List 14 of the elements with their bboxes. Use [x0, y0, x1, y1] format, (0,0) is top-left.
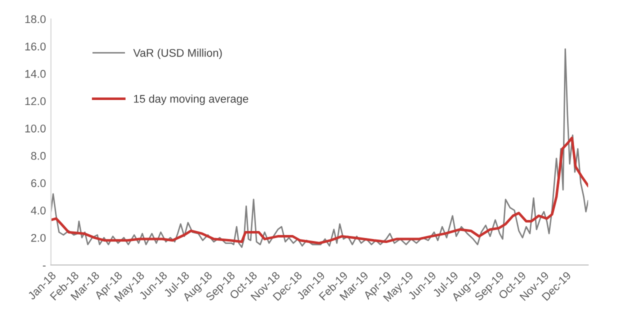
- legend-label: VaR (USD Million): [133, 48, 222, 60]
- y-tick-label: 10.0: [25, 124, 46, 132]
- y-tick-label: 18.0: [25, 15, 46, 24]
- y-tick-label: 8.0: [31, 152, 46, 160]
- legend-label: 15 day moving average: [134, 94, 248, 105]
- y-tick-label: 4.0: [30, 206, 46, 214]
- y-tick-label: 14.0: [25, 70, 46, 78]
- y-tick-label: 12.0: [25, 97, 46, 106]
- line-series: [50, 136, 588, 244]
- y-tick-label: 16.0: [25, 42, 46, 50]
- y-tick-label: 2.0: [31, 234, 46, 242]
- line-series: [50, 48, 588, 248]
- y-tick-label: -: [42, 266, 46, 267]
- y-tick-label: 6.0: [31, 179, 46, 188]
